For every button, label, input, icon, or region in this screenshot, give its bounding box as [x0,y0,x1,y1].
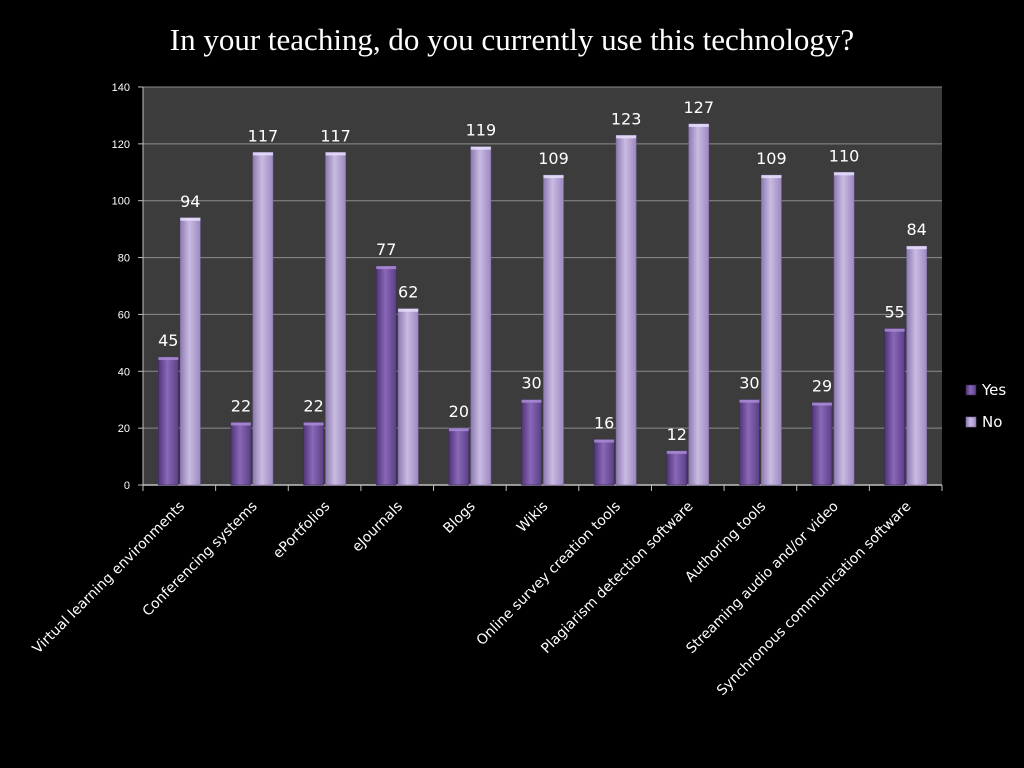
data-label: 45 [158,331,178,350]
y-tick-label: 100 [112,196,130,208]
bar-top-highlight [906,246,927,250]
bar-no [180,217,201,486]
legend: Yes No [965,381,1006,431]
data-label: 22 [303,396,323,415]
bar-top-highlight [230,422,251,426]
bar-top-highlight [884,328,905,332]
bar-no [325,152,346,486]
bar-top-highlight [616,135,637,139]
bar-top-highlight [470,146,491,150]
bar-yes [811,402,833,486]
y-tick-label: 120 [112,139,130,151]
legend-label-no: No [982,413,1002,431]
bar-top-highlight [325,152,346,156]
bar-yes [158,356,179,486]
bar-yes [448,427,470,486]
data-label: 110 [829,146,860,165]
legend-swatch-no [965,416,977,428]
bar-top-highlight [761,175,782,179]
data-label: 109 [756,149,787,168]
data-label: 117 [248,126,279,145]
data-label: 123 [611,109,642,128]
bar-top-highlight [376,266,397,270]
data-label: 117 [320,126,351,145]
y-tick-label: 60 [118,309,130,321]
bar-no [252,152,274,486]
bar-no [833,171,855,486]
data-label: 30 [521,374,541,393]
bar-yes [593,439,615,486]
plot-area [143,87,942,485]
bar-yes [375,265,397,486]
data-label: 20 [449,402,469,421]
data-label: 94 [180,192,200,211]
bar-no [615,135,637,486]
bar-top-highlight [448,428,469,432]
y-tick-label: 20 [118,423,130,435]
bar-no [543,174,564,486]
data-label: 84 [907,220,927,239]
data-label: 77 [376,240,396,259]
x-category-label: eJournals [349,499,406,556]
y-tick-label: 40 [118,366,130,378]
bar-top-highlight [521,399,542,403]
bar-no [470,146,492,486]
bar-no [688,123,710,486]
bar-top-highlight [543,175,564,179]
bar-no [761,174,782,486]
x-category-label: ePortfolios [270,499,333,562]
bar-yes [303,422,324,486]
y-tick-label: 0 [124,480,130,492]
x-category-label: Streaming audio and/or video [683,499,841,657]
bar-top-highlight [252,152,273,156]
bar-top-highlight [666,450,687,454]
bar-top-highlight [180,217,201,221]
x-category-label: Virtual learning environments [30,499,189,658]
bar-top-highlight [594,439,615,443]
data-label: 12 [667,425,687,444]
bar-top-highlight [303,422,324,426]
data-label: 109 [538,149,569,168]
chart-title: In your teaching, do you currently use t… [169,22,855,57]
bar-top-highlight [739,399,760,403]
bar-no [397,308,419,486]
data-label: 62 [398,283,418,302]
bar-top-highlight [834,172,855,176]
bar-top-highlight [812,402,833,406]
x-category-label: Online survey creation tools [474,499,624,649]
bar-yes [739,399,760,486]
legend-swatch-yes [965,384,977,396]
x-category-label: Blogs [440,499,478,537]
data-label: 29 [812,377,832,396]
y-tick-label: 80 [118,253,130,265]
bar-yes [230,422,252,486]
data-label: 55 [885,303,905,322]
data-label: 30 [739,374,759,393]
data-label: 127 [683,98,714,117]
data-label: 16 [594,414,614,433]
legend-label-yes: Yes [981,381,1006,399]
x-category-label: Plagiarism detection software [538,499,696,657]
x-category-label: Wikis [514,499,551,536]
bar-top-highlight [688,123,709,127]
data-label: 22 [231,396,251,415]
bar-top-highlight [398,308,419,312]
bar-yes [521,399,542,486]
bar-yes [884,328,905,486]
y-tick-label: 140 [112,82,130,94]
data-label: 119 [466,121,497,140]
bar-yes [666,450,688,486]
bar-no [906,245,927,486]
bar-top-highlight [158,357,179,361]
